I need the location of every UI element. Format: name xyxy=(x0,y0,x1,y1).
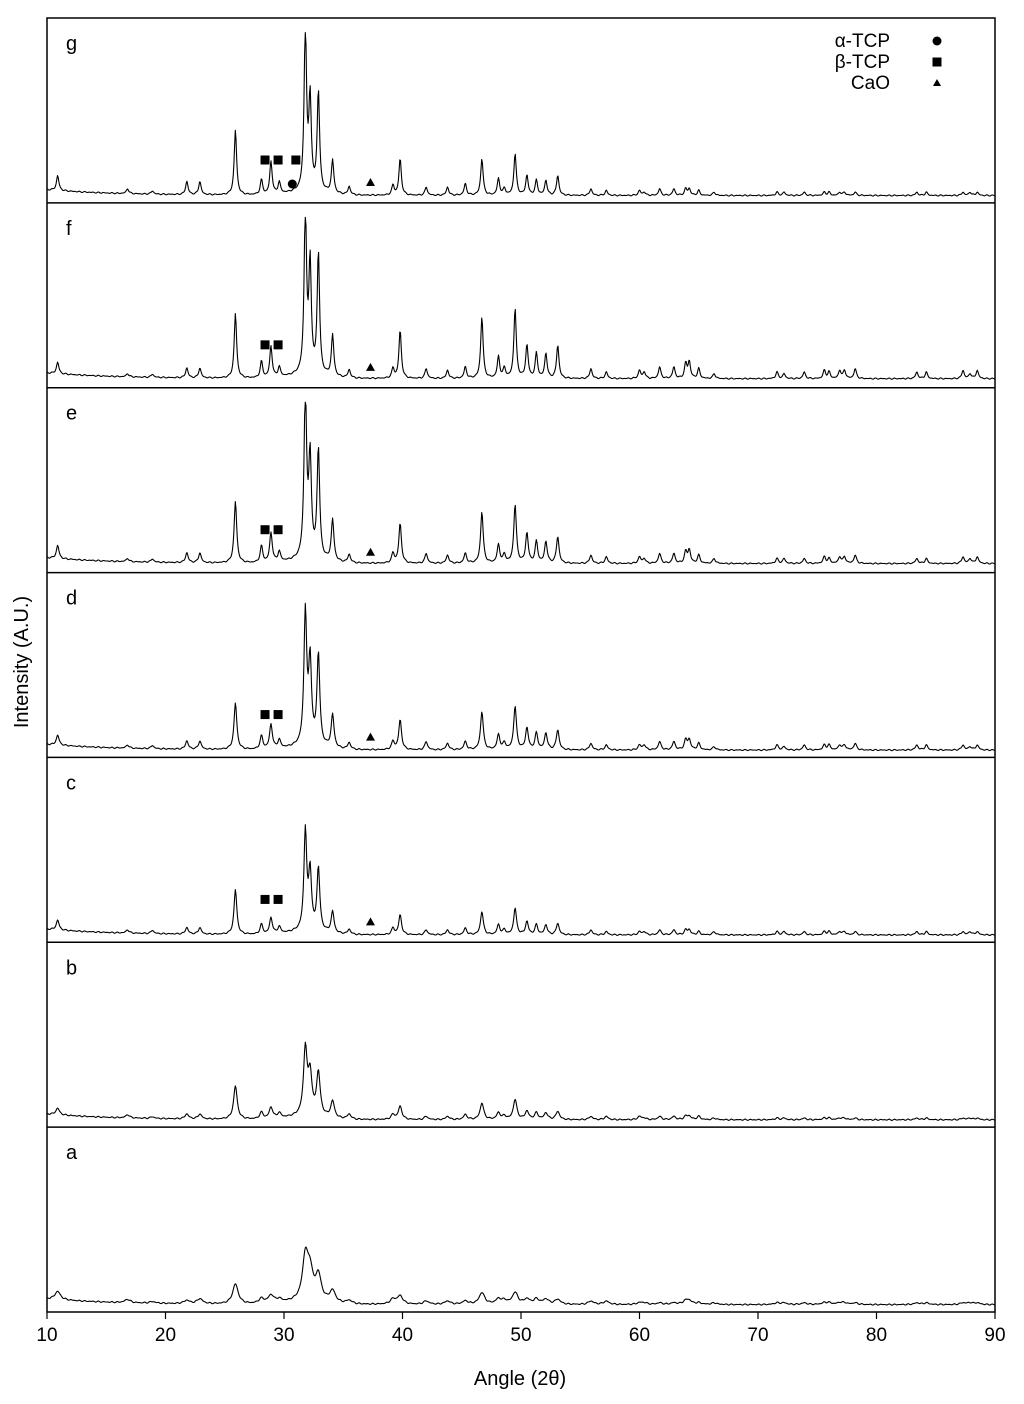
cao-marker xyxy=(366,917,376,926)
beta-tcp-marker xyxy=(273,155,283,165)
beta-tcp-marker xyxy=(260,710,270,720)
x-tick-label: 10 xyxy=(36,1325,57,1346)
cao-marker xyxy=(366,732,376,741)
panel-label-b: b xyxy=(66,957,77,979)
cao-marker xyxy=(366,362,376,371)
diffraction-pattern-d xyxy=(46,602,995,752)
x-tick-label: 80 xyxy=(866,1325,887,1346)
legend-label: β-TCP xyxy=(835,52,890,73)
panel-g: g xyxy=(46,31,995,204)
x-tick-label: 40 xyxy=(392,1325,413,1346)
panel-d: d xyxy=(46,588,995,759)
x-tick-label: 70 xyxy=(747,1325,768,1346)
diffraction-pattern-c xyxy=(46,824,995,937)
panel-label-a: a xyxy=(66,1142,78,1164)
panel-label-c: c xyxy=(66,772,76,794)
beta-tcp-marker xyxy=(260,525,270,535)
beta-tcp-marker xyxy=(260,340,270,350)
beta-tcp-marker xyxy=(291,155,301,165)
legend-label: α-TCP xyxy=(835,31,890,52)
alpha-tcp-marker xyxy=(287,179,297,189)
diffraction-pattern-g xyxy=(46,31,995,197)
y-axis-title: Intensity (A.U.) xyxy=(11,596,33,728)
cao-marker xyxy=(366,178,376,186)
diffraction-pattern-f xyxy=(46,216,995,380)
panel-label-g: g xyxy=(66,33,77,55)
panel-f: f xyxy=(46,216,995,389)
panel-label-f: f xyxy=(66,218,72,240)
beta-tcp-marker xyxy=(273,894,283,904)
axes-layer: 10 20 30 40 50 60 70 80 90 xyxy=(36,17,1006,1346)
legend-label: CaO xyxy=(851,73,890,94)
diffraction-pattern-a xyxy=(46,1246,995,1306)
panels-layer: g f e d c b a xyxy=(46,31,995,1306)
plot-frame xyxy=(46,17,996,1313)
diffraction-pattern-e xyxy=(46,401,995,565)
x-tick-label: 20 xyxy=(155,1325,176,1346)
legend-circle-marker xyxy=(932,36,942,46)
x-tick-label: 90 xyxy=(984,1325,1005,1346)
panel-label-d: d xyxy=(66,588,77,610)
beta-tcp-marker xyxy=(260,155,270,165)
panel-c: c xyxy=(46,772,995,944)
x-tick-label: 30 xyxy=(273,1325,294,1346)
beta-tcp-marker xyxy=(273,340,283,350)
panel-a: a xyxy=(46,1142,995,1306)
panel-b: b xyxy=(46,957,995,1128)
cao-marker xyxy=(366,547,376,556)
beta-tcp-marker xyxy=(273,525,283,535)
diffraction-pattern-b xyxy=(46,1041,995,1121)
beta-tcp-marker xyxy=(260,894,270,904)
beta-tcp-marker xyxy=(273,710,283,720)
x-axis-title: Angle (2θ) xyxy=(474,1368,566,1390)
panel-label-e: e xyxy=(66,403,77,425)
x-tick-label: 50 xyxy=(510,1325,531,1346)
x-tick-label: 60 xyxy=(629,1325,650,1346)
panel-e: e xyxy=(46,401,995,574)
legend-square-marker xyxy=(932,57,942,67)
legend-triangle-marker xyxy=(933,79,941,86)
